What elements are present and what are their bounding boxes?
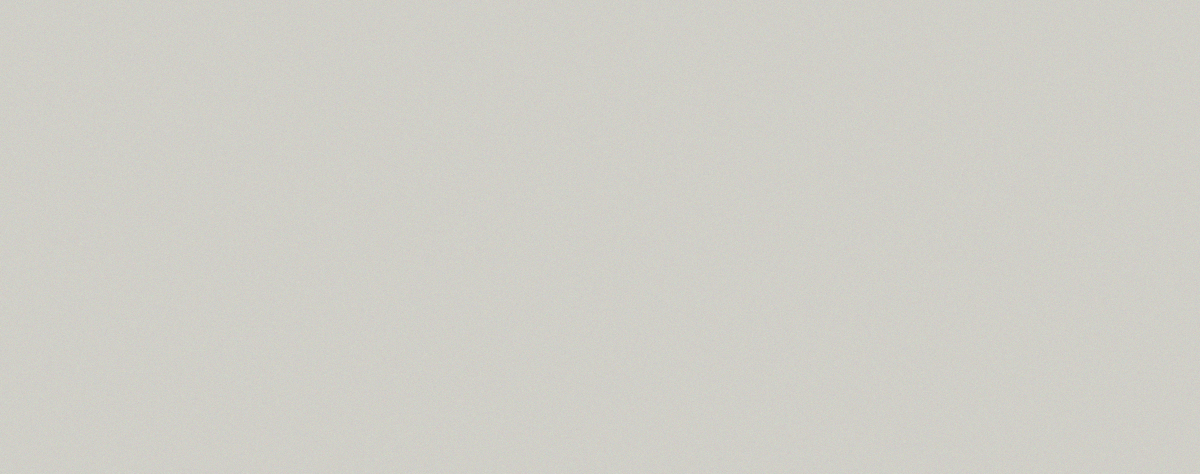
Text: F)  If it had been released at t = 1 s, what would its phase be?: F) If it had been released at t = 1 s, w…: [132, 419, 768, 438]
Text: C)  What is its period?: C) What is its period?: [132, 270, 362, 289]
Text: and then released at t = 0.: and then released at t = 0.: [132, 107, 382, 125]
Text: 1.   A 2 kg mass attached to a spring with a spring constant of 400 N/m is pulle: 1. A 2 kg mass attached to a spring with…: [82, 43, 1060, 61]
Text: D)  What is its amplitude?: D) What is its amplitude?: [132, 320, 401, 338]
Text: G)  If it had been released at t = 0 when the spring was compressed 10 cm, rathe: G) If it had been released at t = 0 when…: [132, 469, 1166, 474]
Text: B)  What is its frequency?: B) What is its frequency?: [132, 220, 400, 239]
Text: E)  What is its phase?: E) What is its phase?: [132, 370, 355, 388]
Text: A)  What is the angular frequency of the subsequent oscillation?: A) What is the angular frequency of the …: [132, 168, 797, 187]
